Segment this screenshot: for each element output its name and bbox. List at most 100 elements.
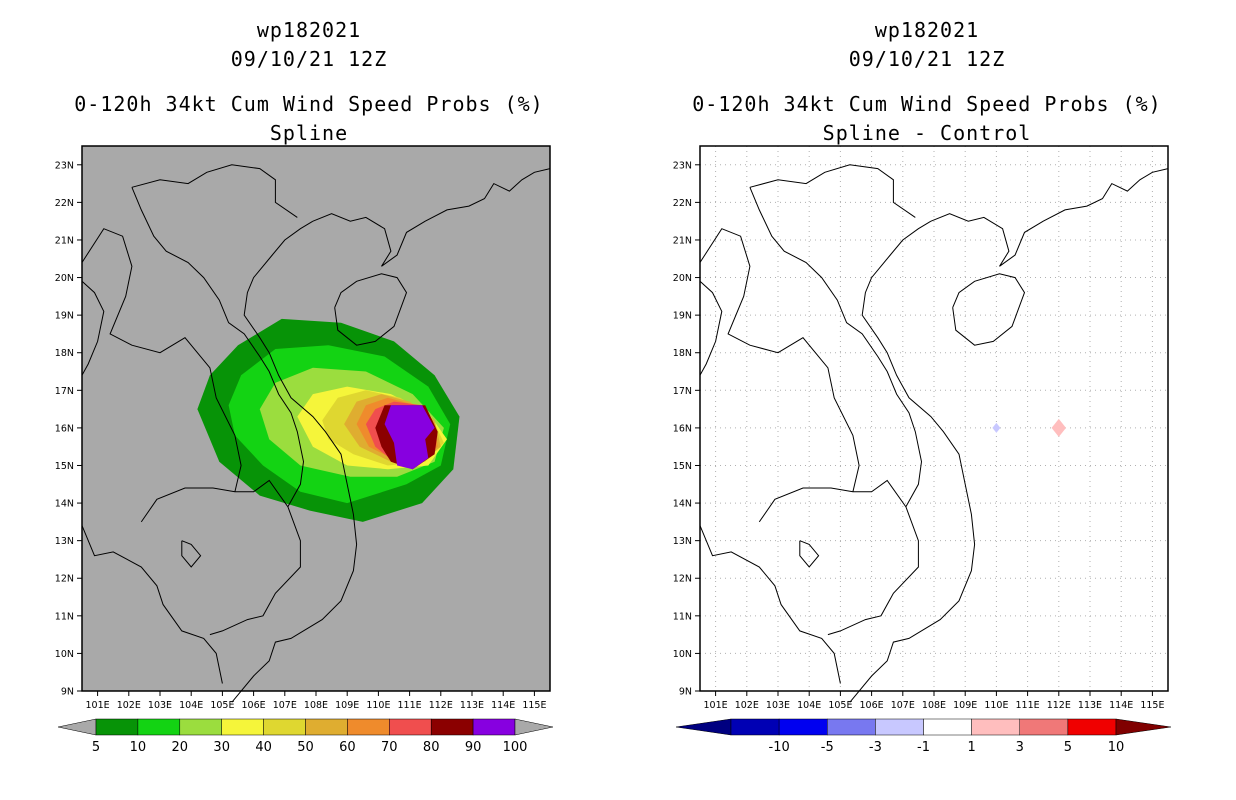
colorbar-label: 60	[339, 740, 356, 755]
coastline-segment	[81, 525, 223, 684]
colorbar-label: -3	[869, 740, 882, 755]
colorbar-swatch	[875, 718, 924, 736]
difference-marker	[992, 422, 1001, 433]
coastline-segment	[930, 168, 1169, 267]
coastline-segment	[181, 540, 202, 568]
lon-label: 112E	[1047, 700, 1071, 711]
coastline-segment	[81, 280, 105, 376]
product-title: 0-120h 34kt Cum Wind Speed Probs (%)	[74, 92, 544, 116]
colorbar-label: 5	[1064, 740, 1072, 755]
lon-label: 113E	[1078, 700, 1102, 711]
lat-label: 11N	[673, 611, 692, 622]
colorbar-label: 3	[1016, 740, 1024, 755]
lat-label: 19N	[55, 311, 74, 322]
lon-label: 106E	[242, 700, 266, 711]
probability-contours	[197, 318, 460, 522]
coastline-segment	[81, 228, 242, 492]
lon-label: 108E	[304, 700, 328, 711]
colorbar-swatch	[347, 718, 390, 736]
colorbar-label: 30	[213, 740, 230, 755]
lon-label: 115E	[522, 700, 546, 711]
storm-id-title: wp182021	[256, 18, 362, 42]
coastline-segment	[849, 220, 976, 703]
lat-label: 13N	[673, 536, 692, 547]
lat-label: 12N	[55, 574, 74, 585]
coastline-segment	[140, 479, 301, 636]
colorbar-swatch	[971, 718, 1020, 736]
colorbar-low-end	[57, 718, 97, 736]
colorbar-swatch	[730, 718, 780, 736]
lon-label: 114E	[1109, 700, 1133, 711]
lon-label: 107E	[273, 700, 297, 711]
lon-label: 110E	[366, 700, 390, 711]
coastline-segment	[749, 187, 923, 508]
lat-label: 20N	[673, 273, 692, 284]
colorbar-label: 1	[967, 740, 975, 755]
colorbar-label: -10	[769, 740, 790, 755]
lat-label: 18N	[673, 348, 692, 359]
colorbar-label: 10	[1108, 740, 1125, 755]
coastline-segment	[131, 164, 298, 218]
storm-id-title: wp182021	[874, 18, 980, 42]
method-title: Spline - Control	[822, 121, 1032, 145]
lat-label: 13N	[55, 536, 74, 547]
lon-label: 101E	[704, 700, 728, 711]
colorbar-swatch	[305, 718, 348, 736]
lon-label: 104E	[179, 700, 203, 711]
colorbar-swatch	[263, 718, 306, 736]
colorbar-swatch	[778, 718, 828, 736]
lat-label: 20N	[55, 273, 74, 284]
colorbar-swatch	[137, 718, 181, 736]
colorbar-label: 20	[172, 740, 189, 755]
lat-label: 23N	[55, 160, 74, 171]
left-panel: wp182021 09/10/21 12Z 0-120h 34kt Cum Wi…	[55, 18, 554, 755]
lat-label: 14N	[673, 499, 692, 510]
colorbar-label: 100	[503, 740, 528, 755]
colorbar-label: 5	[92, 740, 100, 755]
lat-label: 22N	[55, 198, 74, 209]
lon-label: 102E	[117, 700, 141, 711]
map-frame: 9N 10N 11N 12N 13N 14N 15N 16N 17N 18N 19N 20N 21N 22…	[673, 145, 1169, 711]
coastline-borders	[699, 164, 1169, 703]
colorbar-swatch	[95, 718, 139, 736]
axis-ticks: 9N 10N 11N 12N 13N 14N 15N 16N 17N 18N 19N 20N 21N 22…	[673, 160, 1165, 711]
lon-label: 111E	[398, 700, 422, 711]
colorbar-swatch	[179, 718, 222, 736]
lon-label: 106E	[860, 700, 884, 711]
lat-label: 21N	[673, 235, 692, 246]
lon-label: 101E	[86, 700, 110, 711]
lon-label: 112E	[429, 700, 453, 711]
method-title: Spline	[269, 121, 349, 145]
datetime-title: 09/10/21 12Z	[230, 47, 388, 71]
lat-label: 15N	[673, 461, 692, 472]
axis-ticks: 9N 10N 11N 12N 13N 14N 15N 16N 17N 18N 19N 20N 21N 22…	[55, 160, 547, 711]
lon-label: 105E	[828, 700, 852, 711]
lat-label: 17N	[673, 386, 692, 397]
lat-label: 19N	[673, 311, 692, 322]
colorbar-label: -1	[917, 740, 930, 755]
lon-label: 102E	[735, 700, 759, 711]
colorbar-swatch	[923, 718, 972, 736]
lat-label: 18N	[55, 348, 74, 359]
colorbar-label: 80	[423, 740, 440, 755]
lat-label: 21N	[55, 235, 74, 246]
lon-label: 113E	[460, 700, 484, 711]
lon-label: 109E	[953, 700, 977, 711]
colorbar-label: -5	[821, 740, 834, 755]
colorbar-swatch	[1019, 718, 1069, 736]
colorbar: 5 10 20 30 40 50 60 70 80 90 100	[57, 718, 554, 755]
coastline-borders	[81, 164, 551, 703]
lon-label: 109E	[335, 700, 359, 711]
lon-label: 104E	[797, 700, 821, 711]
colorbar-swatch	[430, 718, 474, 736]
right-map: 9N 10N 11N 12N 13N 14N 15N 16N 17N 18N 19N 20N 21N 22…	[673, 145, 1172, 755]
coastline-segment	[699, 525, 841, 684]
colorbar-label: 40	[255, 740, 272, 755]
left-map: 9N 10N 11N 12N 13N 14N 15N 16N 17N 18N 19N 20N 21N 22…	[55, 145, 554, 755]
colorbar-label: 70	[381, 740, 398, 755]
datetime-title: 09/10/21 12Z	[848, 47, 1006, 71]
coastline-segment	[699, 280, 723, 376]
lat-label: 12N	[673, 574, 692, 585]
colorbar-label: 10	[130, 740, 147, 755]
coastline-segment	[758, 479, 919, 636]
